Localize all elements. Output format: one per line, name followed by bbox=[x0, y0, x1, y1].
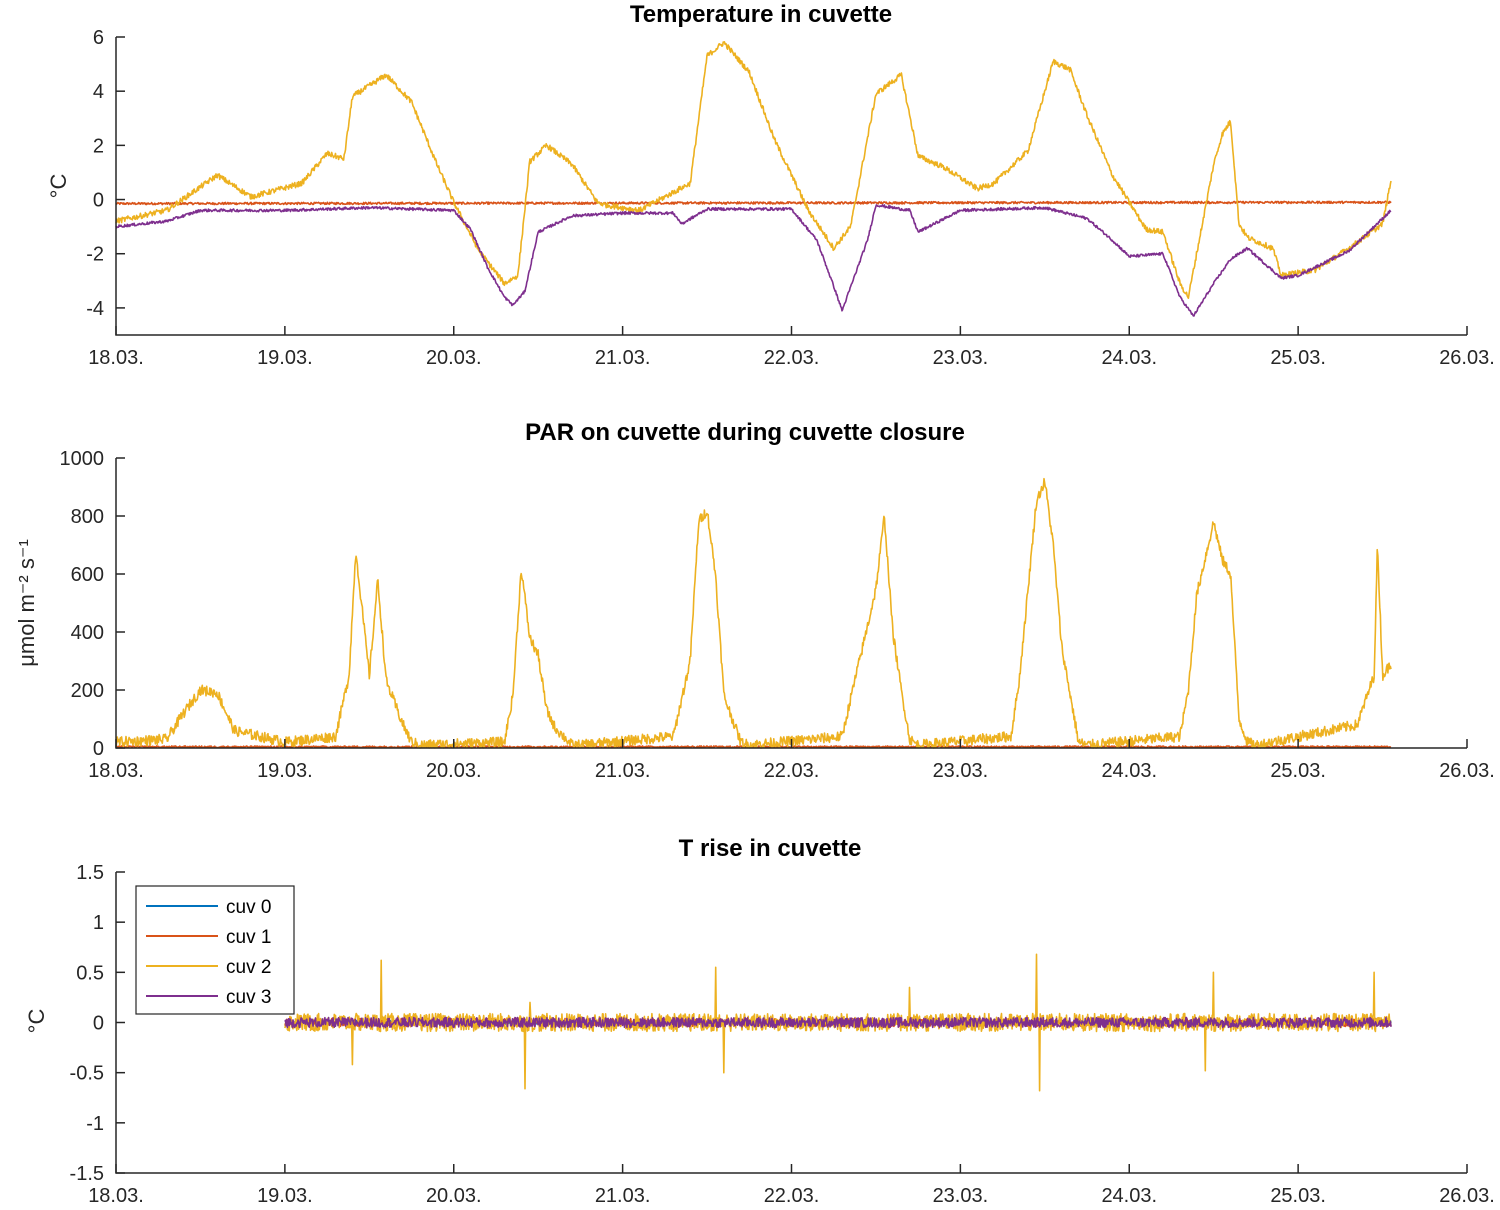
y-tick-label: -1.5 bbox=[70, 1163, 104, 1185]
x-tick-label: 25.03. bbox=[1270, 1185, 1326, 1207]
x-tick-label: 20.03. bbox=[426, 760, 482, 782]
y-tick-label: -0.5 bbox=[70, 1063, 104, 1085]
y-tick-label: 0 bbox=[93, 190, 104, 212]
plot-area bbox=[284, 953, 1392, 1092]
x-tick-label: 18.03. bbox=[88, 760, 144, 782]
legend-box bbox=[135, 885, 295, 1015]
y-tick-label: 0.5 bbox=[76, 962, 104, 984]
x-tick-label: 22.03. bbox=[764, 1185, 820, 1207]
y-tick-label: 1 bbox=[93, 912, 104, 934]
panel-title: Temperature in cuvette bbox=[630, 1, 892, 28]
legend-label-cuv2: cuv 2 bbox=[226, 957, 271, 978]
y-axis-label: °C bbox=[46, 174, 71, 199]
x-tick-label: 23.03. bbox=[933, 760, 989, 782]
y-tick-label: 0 bbox=[93, 1013, 104, 1035]
x-tick-label: 19.03. bbox=[257, 347, 313, 369]
panel-t-rise: T rise in cuvette °C cuv 0 cuv 1 cuv 2 c… bbox=[24, 835, 1495, 1207]
x-tick-label: 25.03. bbox=[1270, 760, 1326, 782]
y-tick-label: 0 bbox=[93, 738, 104, 760]
x-tick-label: 20.03. bbox=[426, 347, 482, 369]
y-tick-label: 800 bbox=[71, 506, 104, 528]
y-axis-label: °C bbox=[24, 1009, 49, 1034]
panel-title: T rise in cuvette bbox=[679, 835, 862, 862]
series-cuv-2 bbox=[115, 477, 1392, 749]
y-axis-label: μmol m⁻² s⁻¹ bbox=[14, 539, 39, 667]
legend-label-cuv3: cuv 3 bbox=[226, 987, 271, 1008]
legend-label-cuv1: cuv 1 bbox=[226, 927, 271, 948]
x-tick-label: 26.03. bbox=[1439, 347, 1495, 369]
axes-frame bbox=[115, 458, 1467, 749]
x-tick-label: 24.03. bbox=[1101, 1185, 1157, 1207]
x-tick-label: 21.03. bbox=[595, 1185, 651, 1207]
panel-par: PAR on cuvette during cuvette closure μm… bbox=[14, 419, 1495, 782]
x-tick-label: 24.03. bbox=[1101, 347, 1157, 369]
y-tick-label: 4 bbox=[93, 81, 104, 103]
y-tick-label: 2 bbox=[93, 135, 104, 157]
x-tick-label: 21.03. bbox=[595, 347, 651, 369]
y-tick-label: -1 bbox=[86, 1113, 104, 1135]
series-cuv-3 bbox=[284, 1016, 1392, 1029]
x-tick-label: 23.03. bbox=[933, 347, 989, 369]
x-tick-label: 19.03. bbox=[257, 760, 313, 782]
y-tick-label: -2 bbox=[86, 244, 104, 266]
x-tick-label: 24.03. bbox=[1101, 760, 1157, 782]
x-tick-label: 21.03. bbox=[595, 760, 651, 782]
plot-area bbox=[115, 477, 1392, 749]
legend-label-cuv0: cuv 0 bbox=[226, 897, 271, 918]
y-tick-label: -4 bbox=[86, 298, 104, 320]
x-tick-label: 25.03. bbox=[1270, 347, 1326, 369]
y-tick-label: 400 bbox=[71, 622, 104, 644]
panel-temperature: Temperature in cuvette °C 18.03. 19.03. 20… bbox=[46, 1, 1495, 369]
y-tick-label: 1.5 bbox=[76, 862, 104, 884]
series-cuv-2 bbox=[115, 41, 1392, 299]
y-tick-label: 1000 bbox=[60, 448, 105, 470]
series-cuv-3 bbox=[115, 204, 1392, 317]
plot-area bbox=[115, 41, 1392, 317]
x-tick-label: 22.03. bbox=[764, 760, 820, 782]
x-tick-label: 26.03. bbox=[1439, 760, 1495, 782]
x-tick-label: 26.03. bbox=[1439, 1185, 1495, 1207]
x-tick-label: 23.03. bbox=[933, 1185, 989, 1207]
legend: cuv 0 cuv 1 cuv 2 cuv 3 bbox=[135, 885, 295, 1015]
axes-frame bbox=[115, 37, 1467, 336]
y-tick-label: 200 bbox=[71, 680, 104, 702]
x-tick-label: 18.03. bbox=[88, 347, 144, 369]
x-tick-label: 20.03. bbox=[426, 1185, 482, 1207]
series-cuv-1 bbox=[115, 200, 1392, 206]
y-tick-label: 6 bbox=[93, 27, 104, 49]
x-tick-label: 22.03. bbox=[764, 347, 820, 369]
y-tick-label: 600 bbox=[71, 564, 104, 586]
x-tick-label: 19.03. bbox=[257, 1185, 313, 1207]
panel-title: PAR on cuvette during cuvette closure bbox=[525, 419, 965, 446]
x-tick-label: 18.03. bbox=[88, 1185, 144, 1207]
